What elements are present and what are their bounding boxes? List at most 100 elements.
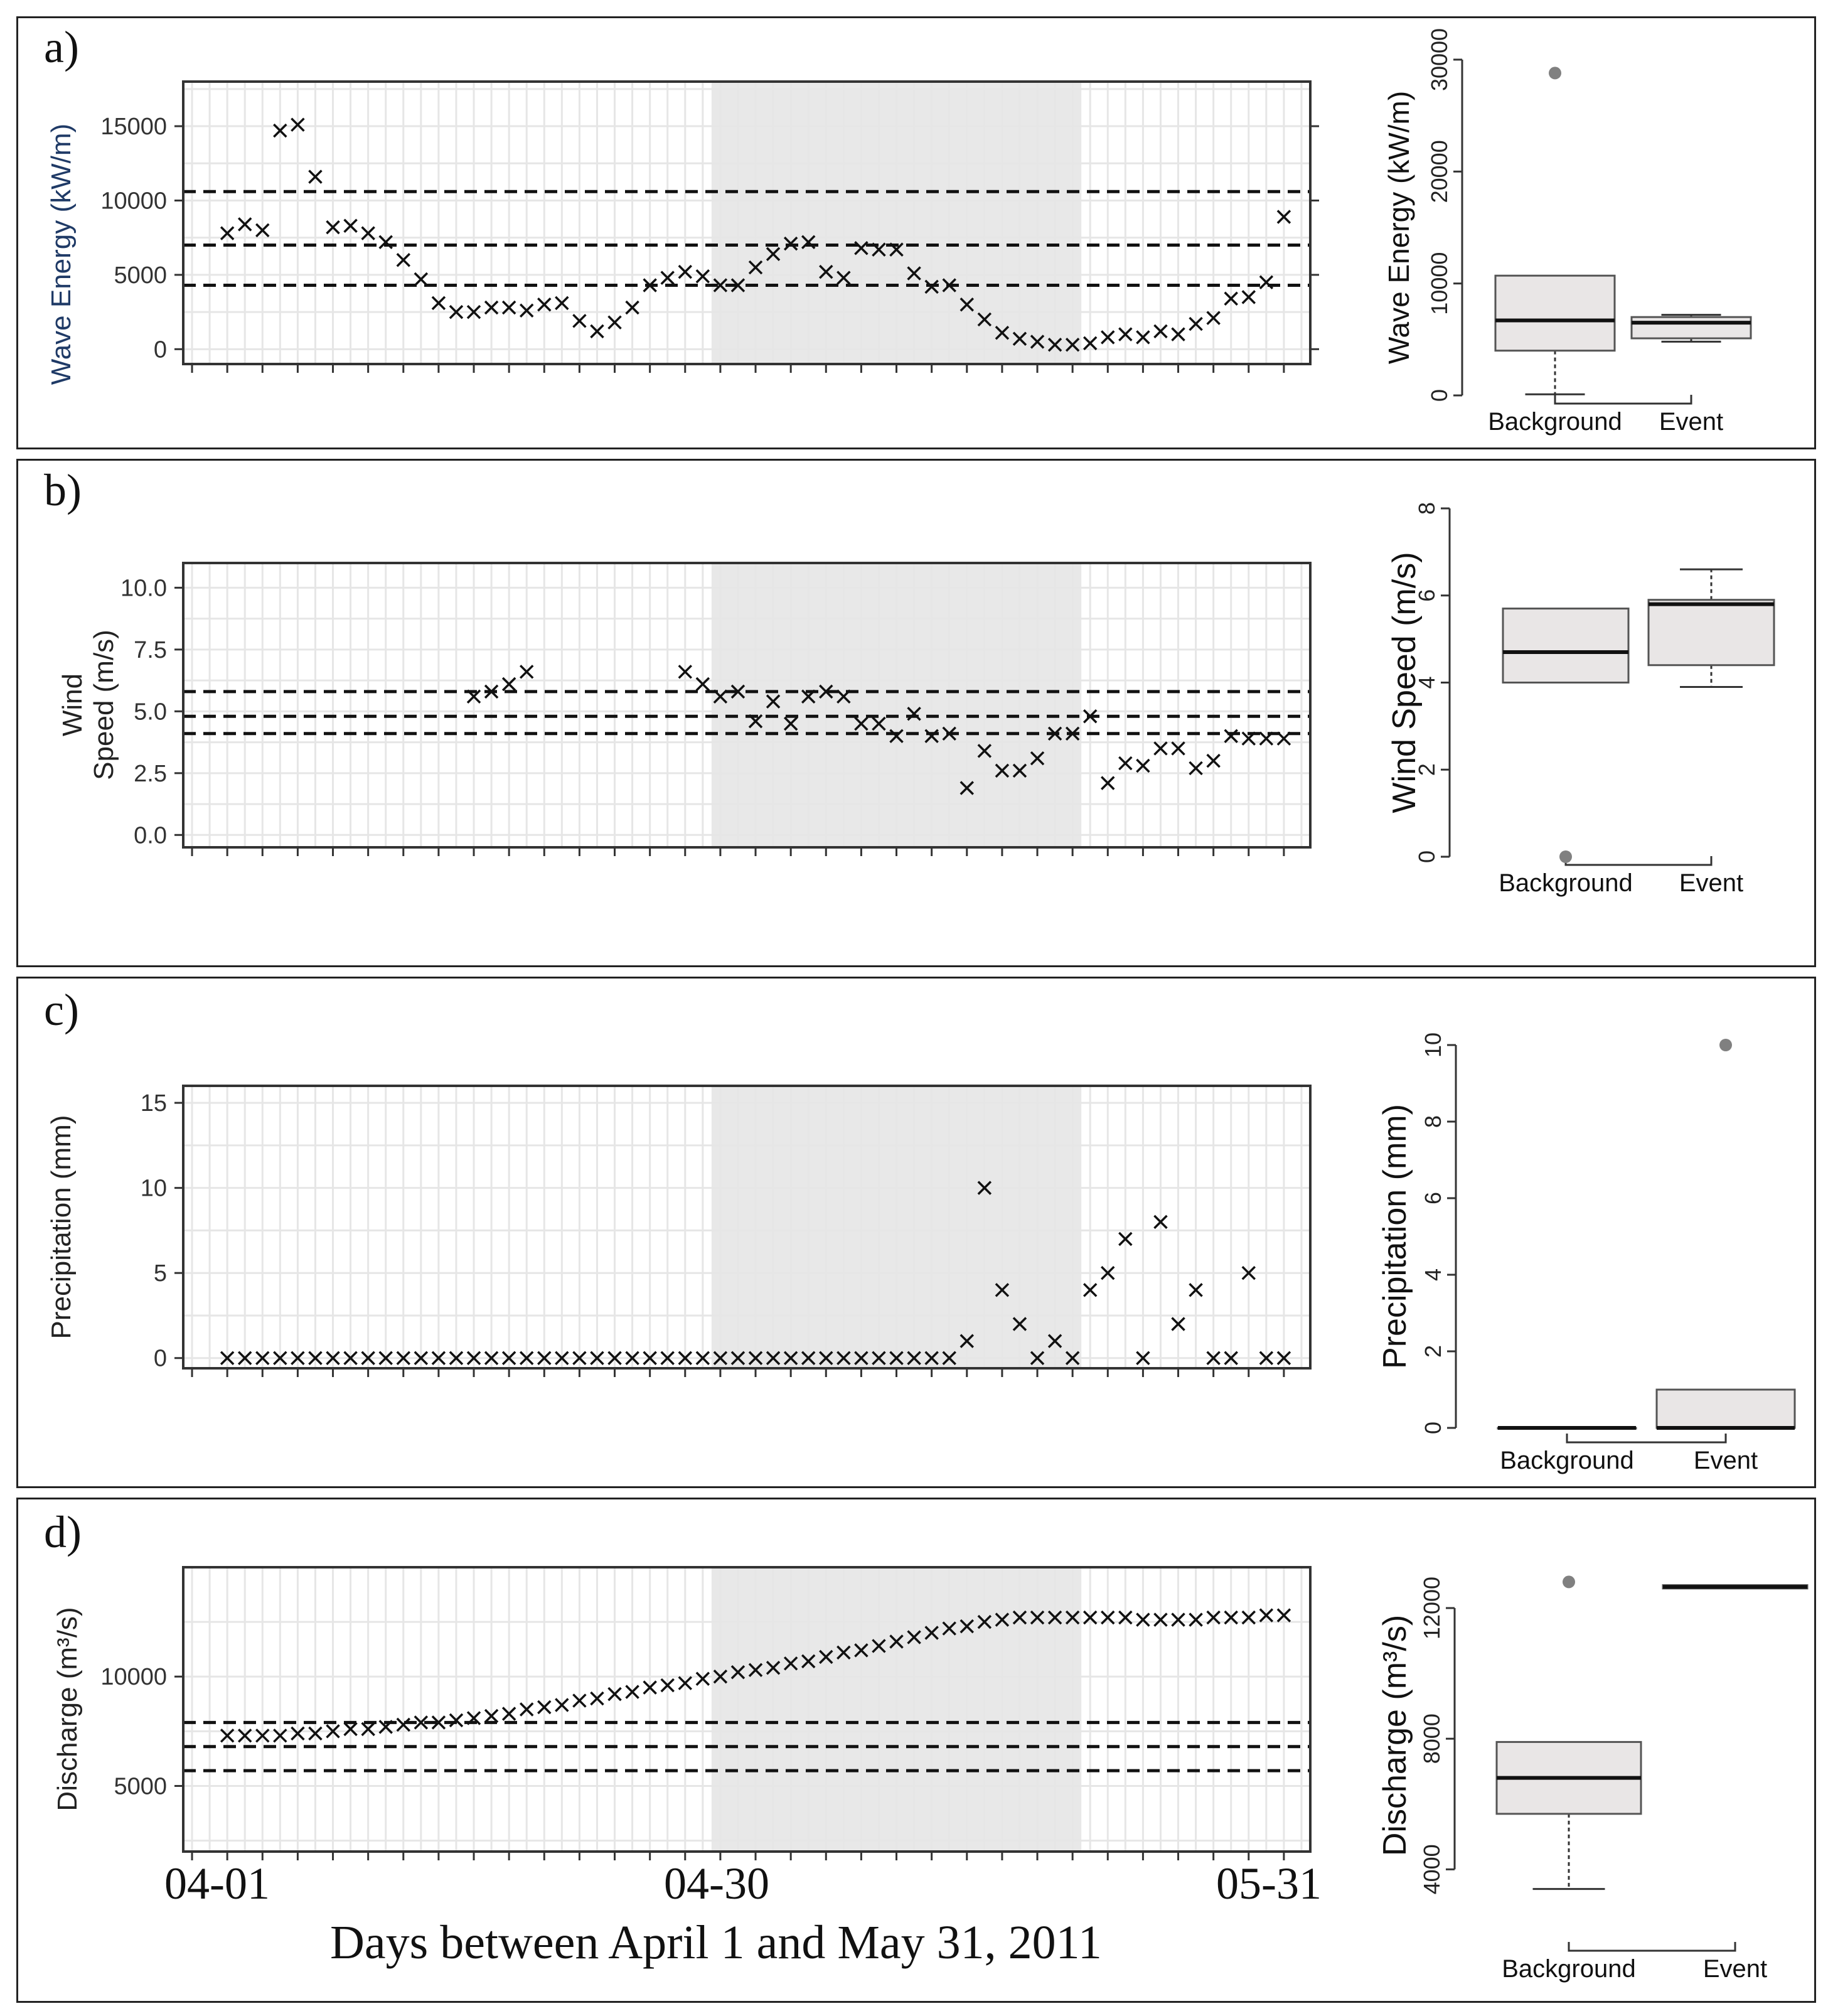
precip-data-point <box>1136 1351 1150 1365</box>
wind-data-point <box>836 689 851 704</box>
wind-data-point <box>501 677 516 692</box>
wave-data-point <box>1047 337 1062 352</box>
precip-data-point <box>255 1351 270 1365</box>
precip-box-y-tick-label: 0 <box>1420 1422 1446 1434</box>
discharge-data-point <box>378 1720 393 1734</box>
precip-data-point <box>730 1351 746 1365</box>
discharge-data-point <box>1276 1608 1291 1622</box>
precip-box-y-tick-label: 4 <box>1420 1268 1446 1281</box>
precip-data-point <box>291 1351 305 1365</box>
wind-data-point <box>819 684 833 699</box>
discharge-data-point <box>1101 1610 1115 1625</box>
precip-data-point <box>695 1351 710 1365</box>
panel-label-b: b) <box>44 465 82 515</box>
precip-box-box-event <box>1655 1388 1796 1429</box>
precip-box-y-tick-label: 2 <box>1420 1345 1446 1358</box>
wind-data-point <box>942 726 956 741</box>
wind-data-point <box>1189 761 1203 776</box>
precip-data-point <box>220 1351 235 1365</box>
wave-data-point <box>660 271 675 285</box>
wave-data-point <box>343 218 358 233</box>
wind-box-y-tick-label: 6 <box>1414 589 1440 602</box>
wave-data-point <box>396 252 411 267</box>
wind-data-point <box>854 716 869 731</box>
precip-data-point <box>555 1351 569 1365</box>
discharge-data-point <box>361 1722 375 1737</box>
precip-data-point <box>431 1351 446 1365</box>
precip-box-y-tick-label: 10 <box>1420 1032 1446 1058</box>
discharge-box-y-tick-label: 12000 <box>1419 1577 1445 1639</box>
discharge-box-y-axis-title: Discharge (m³/s) <box>1377 1615 1413 1856</box>
wind-data-point <box>1171 741 1185 756</box>
wave-data-point <box>519 303 534 318</box>
discharge-data-point <box>1030 1610 1045 1625</box>
wind-box-box-event <box>1647 599 1775 667</box>
discharge-data-point <box>730 1665 746 1680</box>
discharge-data-point <box>414 1715 429 1730</box>
wind-data-point <box>1241 731 1256 746</box>
wave-data-point <box>1012 331 1027 346</box>
precip-data-point <box>625 1351 639 1365</box>
wave-data-point <box>220 226 235 240</box>
wind-data-point <box>924 729 939 743</box>
wave-data-point <box>730 278 746 292</box>
wind-data-point <box>484 684 499 699</box>
discharge-data-point <box>854 1643 869 1658</box>
precip-y-axis-title: Precipitation (mm) <box>46 1115 77 1339</box>
precip-data-point <box>783 1351 798 1365</box>
wave-data-point <box>555 296 569 311</box>
wind-box-outlier <box>1559 850 1572 863</box>
wind-data-point <box>748 714 763 729</box>
precip-y-tick-label: 10 <box>141 1176 167 1202</box>
wave-data-point <box>889 242 904 257</box>
discharge-data-point <box>1259 1608 1274 1622</box>
precip-data-point <box>1101 1265 1115 1280</box>
wave-data-point <box>237 217 252 232</box>
wind-data-point <box>995 763 1010 778</box>
wind-y-axis-title-line2: Speed (m/s) <box>88 630 119 780</box>
x-tick-05-31: 05-31 <box>1216 1858 1322 1909</box>
discharge-data-point <box>783 1656 798 1671</box>
discharge-data-point <box>889 1634 904 1649</box>
discharge-data-point <box>501 1707 516 1721</box>
wind-data-point <box>783 716 798 731</box>
wave-data-point <box>326 220 340 235</box>
discharge-data-point <box>1189 1612 1203 1627</box>
discharge-data-point <box>1082 1610 1098 1625</box>
precip-data-point <box>1047 1334 1062 1348</box>
discharge-data-point <box>625 1685 639 1699</box>
discharge-data-point <box>836 1645 851 1660</box>
wave-data-point <box>783 236 798 251</box>
precip-data-point <box>766 1351 781 1365</box>
wind-data-point <box>1259 731 1274 746</box>
discharge-data-point <box>748 1663 763 1678</box>
wind-y-tick-label: 0.0 <box>134 822 167 849</box>
precip-data-point <box>977 1181 992 1195</box>
panel-label-a: a) <box>44 22 79 72</box>
wave-data-point <box>907 266 921 281</box>
precip-data-point <box>414 1351 429 1365</box>
wind-box-y-tick-label: 2 <box>1414 763 1440 776</box>
discharge-data-point <box>555 1698 569 1712</box>
discharge-data-point <box>959 1619 975 1634</box>
wave-data-point <box>801 235 816 250</box>
precip-box-y-axis-title: Precipitation (mm) <box>1377 1104 1413 1369</box>
wave-box-y-tick-label: 30000 <box>1426 28 1452 91</box>
wave-box-y-axis-title: Wave Energy (kW/m) <box>1382 91 1415 364</box>
precip-data-point <box>907 1351 921 1365</box>
precip-data-point <box>854 1351 869 1365</box>
precip-data-point <box>748 1351 763 1365</box>
wave-data-point <box>590 324 604 339</box>
precip-box-category-event: Event <box>1694 1447 1758 1474</box>
wind-y-axis-title-line1: Wind <box>57 673 88 736</box>
discharge-data-point <box>678 1676 693 1690</box>
wind-data-point <box>766 694 781 709</box>
discharge-data-point <box>607 1686 622 1702</box>
precip-data-point <box>1206 1351 1221 1365</box>
precip-data-point <box>501 1351 516 1365</box>
discharge-data-point <box>924 1626 939 1640</box>
wave-box-category-event: Event <box>1659 408 1723 436</box>
